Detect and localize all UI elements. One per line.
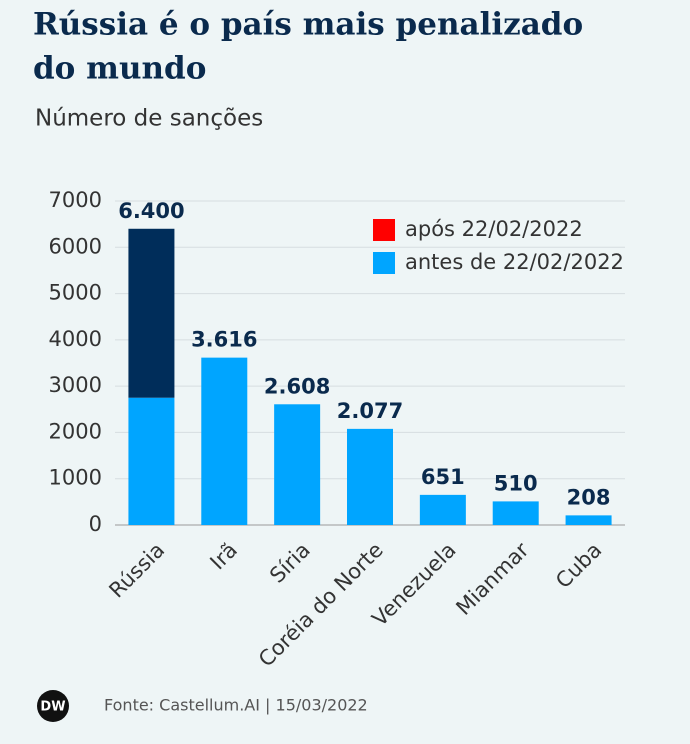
y-tick-label: 4000 bbox=[49, 327, 102, 351]
total-label: 2.077 bbox=[337, 399, 403, 423]
bar bbox=[565, 515, 612, 525]
chart-subtitle: Número de sanções bbox=[35, 106, 263, 132]
total-label: 3.616 bbox=[191, 328, 257, 352]
y-tick-label: 0 bbox=[89, 512, 102, 536]
total-label: 651 bbox=[421, 465, 465, 489]
chart-title: Rússia é o país mais penalizado bbox=[33, 7, 583, 43]
bar bbox=[274, 404, 321, 525]
y-tick-label: 2000 bbox=[49, 419, 102, 443]
logo bbox=[37, 690, 69, 722]
total-label: 6.400 bbox=[118, 199, 184, 223]
source: Fonte: Castellum.AI | 15/03/2022 bbox=[104, 696, 368, 715]
y-tick-label: 1000 bbox=[49, 466, 102, 490]
bar bbox=[128, 397, 175, 525]
total-label: 510 bbox=[494, 471, 538, 495]
legend-swatch bbox=[373, 252, 395, 274]
chart-title: do mundo bbox=[33, 51, 206, 87]
bar bbox=[492, 501, 539, 525]
total-label: 208 bbox=[567, 485, 611, 509]
y-tick-label: 7000 bbox=[49, 188, 102, 212]
total-label: 2.608 bbox=[264, 374, 330, 398]
bar bbox=[419, 494, 466, 525]
legend-swatch bbox=[373, 219, 395, 241]
legend-label: após 22/02/2022 bbox=[405, 217, 583, 241]
bar bbox=[347, 428, 393, 525]
legend-label: antes de 22/02/2022 bbox=[405, 250, 624, 274]
bar bbox=[201, 357, 248, 525]
y-tick-label: 6000 bbox=[49, 234, 102, 258]
bar bbox=[128, 228, 175, 398]
y-tick-label: 5000 bbox=[49, 281, 102, 305]
y-tick-label: 3000 bbox=[49, 373, 102, 397]
logo-text: DW bbox=[40, 700, 65, 715]
